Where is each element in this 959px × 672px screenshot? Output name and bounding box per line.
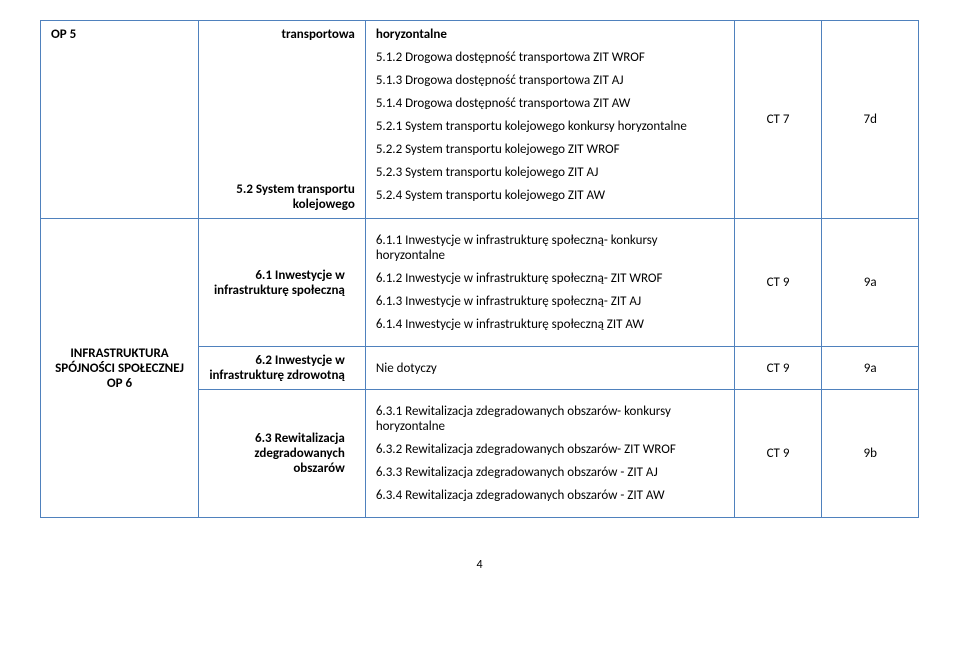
cell-op5-col2: transportowa 5.2 System transportu kolej… bbox=[199, 21, 366, 219]
main-table: OP 5 transportowa 5.2 System transportu … bbox=[40, 20, 919, 518]
item: 6.1.4 Inwestycje w infrastrukturę społec… bbox=[376, 317, 724, 332]
cell-op5: OP 5 bbox=[41, 21, 199, 219]
cell-61-col2: 6.1 Inwestycje w infrastrukturę społeczn… bbox=[199, 219, 366, 347]
item: 5.2.3 System transportu kolejowego ZIT A… bbox=[376, 165, 724, 180]
item: 5.1.3 Drogowa dostępność transportowa ZI… bbox=[376, 73, 724, 88]
item: 6.1.1 Inwestycje w infrastrukturę społec… bbox=[376, 233, 724, 263]
cell-63-col2: 6.3 Rewitalizacja zdegradowanych obszaró… bbox=[199, 390, 366, 518]
item: 6.1.3 Inwestycje w infrastrukturę społec… bbox=[376, 294, 724, 309]
item: 5.2.4 System transportu kolejowego ZIT A… bbox=[376, 188, 724, 203]
item: 6.3.2 Rewitalizacja zdegradowanych obsza… bbox=[376, 442, 724, 457]
cell-61-items: 6.1.1 Inwestycje w infrastrukturę społec… bbox=[365, 219, 734, 347]
table-row: INFRASTRUKTURA SPÓJNOŚCI SPOŁECZNEJ OP 6… bbox=[41, 219, 919, 347]
table-row: OP 5 transportowa 5.2 System transportu … bbox=[41, 21, 919, 219]
cell-ct7: CT 7 bbox=[734, 21, 822, 219]
item: 6.3.4 Rewitalizacja zdegradowanych obsza… bbox=[376, 488, 724, 503]
cell-62-c: Nie dotyczy bbox=[365, 347, 734, 390]
item: 6.3.1 Rewitalizacja zdegradowanych obsza… bbox=[376, 404, 724, 434]
item: 5.1.4 Drogowa dostępność transportowa ZI… bbox=[376, 96, 724, 111]
cell-7d: 7d bbox=[822, 21, 919, 219]
item: 5.2.1 System transportu kolejowego konku… bbox=[376, 119, 724, 134]
cell-op6-label: INFRASTRUKTURA SPÓJNOŚCI SPOŁECZNEJ OP 6 bbox=[41, 219, 199, 518]
item: 6.3.3 Rewitalizacja zdegradowanych obsza… bbox=[376, 465, 724, 480]
page-number: 4 bbox=[40, 558, 919, 572]
transportowa-label: transportowa bbox=[209, 27, 355, 42]
cell-62-code: 9a bbox=[822, 347, 919, 390]
horyzontalne-label: horyzontalne bbox=[376, 27, 724, 42]
cell-61-ct: CT 9 bbox=[734, 219, 822, 347]
cell-63-ct: CT 9 bbox=[734, 390, 822, 518]
cell-op5-items: horyzontalne 5.1.2 Drogowa dostępność tr… bbox=[365, 21, 734, 219]
system-transportu-label: 5.2 System transportu kolejowego bbox=[209, 182, 355, 212]
cell-63-code: 9b bbox=[822, 390, 919, 518]
cell-62-col2: 6.2 Inwestycje w infrastrukturę zdrowotn… bbox=[199, 347, 366, 390]
cell-63-items: 6.3.1 Rewitalizacja zdegradowanych obsza… bbox=[365, 390, 734, 518]
cell-62-ct: CT 9 bbox=[734, 347, 822, 390]
cell-61-code: 9a bbox=[822, 219, 919, 347]
item: 5.1.2 Drogowa dostępność transportowa ZI… bbox=[376, 50, 724, 65]
item: 5.2.2 System transportu kolejowego ZIT W… bbox=[376, 142, 724, 157]
item: 6.1.2 Inwestycje w infrastrukturę społec… bbox=[376, 271, 724, 286]
